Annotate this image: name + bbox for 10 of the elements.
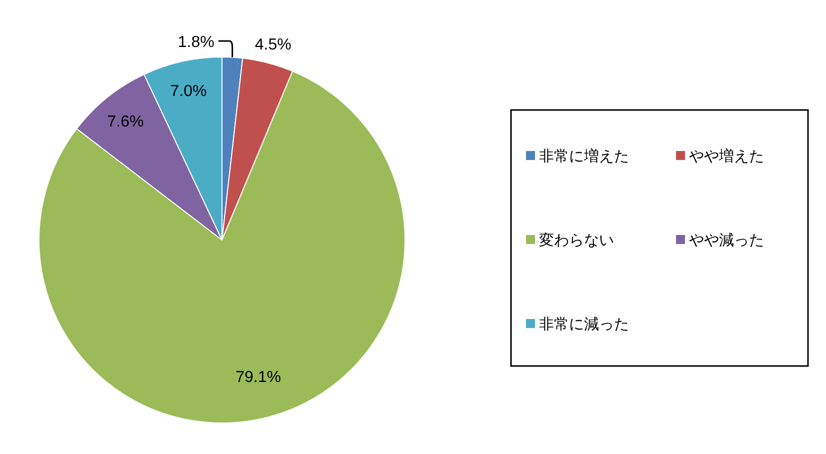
data-label: 7.6% [107,113,144,130]
legend-label: やや減った [689,232,764,249]
legend-label: 非常に増えた [539,148,629,165]
data-label: 79.1% [236,369,282,386]
data-label: 7.0% [170,82,207,100]
legend-label: 非常に減った [539,316,629,333]
legend-label: やや増えた [689,148,764,165]
data-label: 4.5% [254,36,292,54]
data-label: 1.8% [178,34,214,51]
legend-label: 変わらない [539,232,614,249]
